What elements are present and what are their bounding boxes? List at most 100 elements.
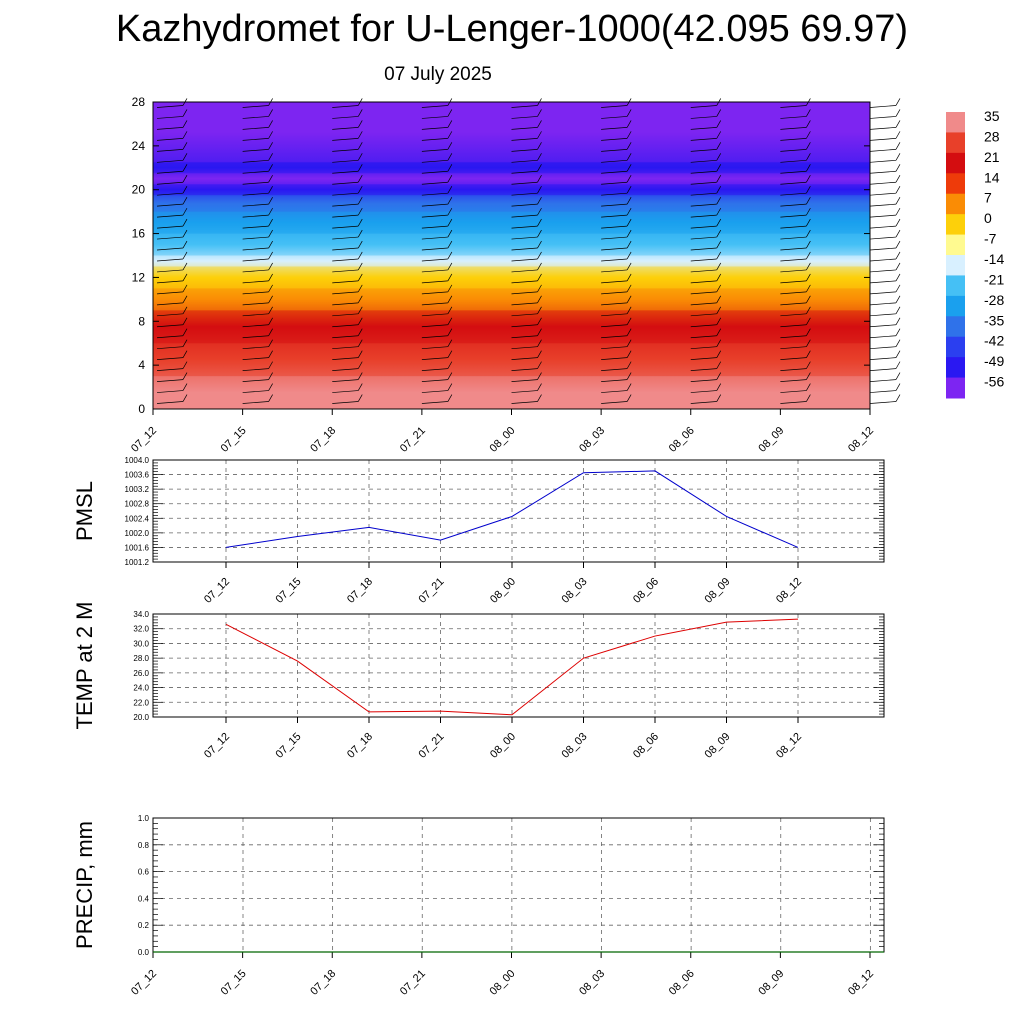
wind-barb-flag [806,229,811,238]
wind-barb-flag [626,120,632,128]
wind-barb [156,346,184,350]
wind-barb-flag [626,218,632,227]
wind-barb-flag [895,394,901,402]
wind-barb-flag [626,372,632,380]
wind-barb [601,335,628,339]
colorbar-label: -21 [984,271,1004,287]
wind-profile [156,98,188,404]
wind-barb [690,225,717,229]
wind-barb-flag [716,240,722,249]
wind-barb-flag [182,284,188,293]
wind-barb [511,148,538,152]
wind-barb [690,401,717,404]
ytick-label: 24.0 [133,684,149,693]
wind-barb [690,105,717,108]
wind-barb [332,390,359,393]
wind-barb-flag [268,196,273,205]
heatmap-ytick-label: 28 [132,95,146,109]
wind-barb-flag [716,207,722,216]
wind-barb-flag [626,350,632,358]
wind-barb [601,203,628,207]
wind-barb [156,116,184,119]
wind-barb-flag [626,142,632,150]
wind-barb-flag [537,240,542,249]
wind-barb-flag [357,328,363,336]
wind-barb-flag [357,306,363,314]
wind-barb [332,247,359,251]
colorbar-swatch [946,357,965,379]
wind-barb [421,148,448,152]
ytick-label: 32.0 [133,625,149,634]
wind-barb [690,269,717,273]
wind-barb-flag [357,361,363,369]
wind-barb-flag [716,328,722,336]
chart-subtitle: 07 July 2025 [384,64,492,85]
wind-barb-flag [716,120,722,128]
wind-barb-flag [182,142,188,150]
wind-barb [511,291,538,295]
wind-barb-flag [806,142,811,150]
wind-barb [601,346,628,350]
wind-barb-flag [806,394,811,402]
wind-barb [869,346,897,350]
wind-barb-flag [895,262,901,271]
heatmap-band [153,288,870,311]
wind-barb-flag [806,350,811,358]
heatmap-band [153,266,870,289]
wind-barb [242,116,269,119]
wind-barb-flag [182,306,188,314]
wind-barb [780,203,807,207]
wind-barb-flag [716,218,722,227]
wind-barb-flag [357,218,363,227]
wind-barb-flag [357,153,363,161]
xtick-label: 07_12 [202,731,232,761]
wind-barb-flag [447,186,453,194]
wind-barb-flag [447,109,453,117]
wind-barb-flag [357,229,363,238]
wind-barb [332,335,359,339]
wind-profile [601,98,632,404]
wind-barb-flag [357,131,363,139]
wind-barb-flag [626,394,632,402]
wind-barb-flag [537,153,542,161]
wind-barb [421,192,448,196]
xtick-label: 08_06 [631,576,661,606]
wind-barb-flag [626,164,632,172]
wind-barb [780,313,807,317]
wind-barb-flag [182,383,188,391]
wind-barb [242,280,269,284]
wind-barb-flag [626,339,632,347]
wind-barb [869,181,897,185]
wind-barb-flag [895,120,901,128]
wind-barb-flag [447,120,453,128]
wind-barb [421,313,448,317]
wind-barb-flag [626,273,632,282]
wind-barb-flag [447,142,453,150]
wind-barb-flag [806,295,811,304]
wind-barb [690,291,717,295]
ytick-label: 28.0 [133,654,149,663]
wind-barb [690,368,717,371]
wind-barb [601,105,628,108]
colorbar-label: -56 [984,374,1004,390]
wind-barb-flag [806,306,811,314]
wind-barb [511,313,538,317]
wind-barb [156,170,184,174]
wind-barb [601,127,628,130]
wind-barb [511,181,538,185]
wind-barb [242,390,269,393]
wind-barb [601,291,628,295]
wind-barb [332,269,359,273]
heatmap-band [153,173,870,185]
wind-barb [332,225,359,229]
wind-barb [869,401,897,404]
heatmap-xtick-label: 08_09 [756,425,786,455]
wind-barb-flag [537,196,542,205]
wind-barb [511,225,538,229]
wind-barb [156,335,184,339]
wind-barb [156,148,184,152]
wind-barb-flag [626,131,632,139]
wind-barb-flag [895,339,901,347]
xtick-label: 07_21 [417,576,447,606]
wind-barb [869,225,897,229]
